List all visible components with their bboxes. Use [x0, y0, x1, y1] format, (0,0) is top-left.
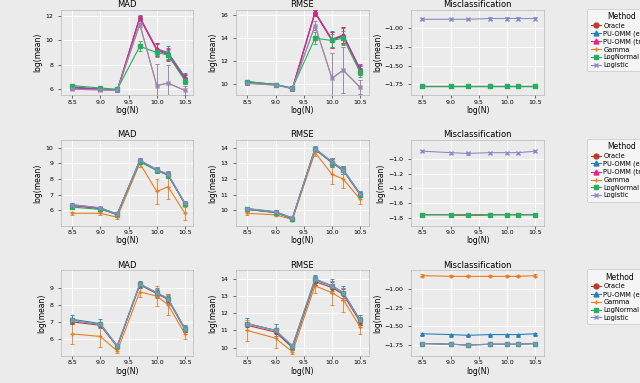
X-axis label: log(N): log(N)	[291, 367, 314, 376]
Y-axis label: log(mean): log(mean)	[209, 33, 218, 72]
Title: MAD: MAD	[117, 130, 137, 139]
Title: Misclassification: Misclassification	[444, 130, 512, 139]
Title: Misclassification: Misclassification	[444, 260, 512, 270]
X-axis label: log(N): log(N)	[466, 106, 489, 115]
X-axis label: log(N): log(N)	[115, 236, 139, 246]
X-axis label: log(N): log(N)	[115, 367, 139, 376]
Legend: Oracle, PU-OMM (est), Gamma, LogNormal, Logistic: Oracle, PU-OMM (est), Gamma, LogNormal, …	[588, 269, 640, 324]
Y-axis label: log(mean): log(mean)	[33, 33, 42, 72]
Title: RMSE: RMSE	[291, 130, 314, 139]
Y-axis label: log(mean): log(mean)	[34, 163, 43, 203]
Title: RMSE: RMSE	[291, 0, 314, 9]
Title: Misclassification: Misclassification	[444, 0, 512, 9]
X-axis label: log(N): log(N)	[115, 106, 139, 115]
Legend: Oracle, PU-OMM (est), PU-OMM (true), Gamma, LogNormal, Logistic: Oracle, PU-OMM (est), PU-OMM (true), Gam…	[588, 139, 640, 202]
Y-axis label: log(mean): log(mean)	[209, 294, 218, 333]
X-axis label: log(N): log(N)	[291, 106, 314, 115]
Y-axis label: log(mean): log(mean)	[372, 33, 382, 72]
X-axis label: log(N): log(N)	[291, 236, 314, 246]
Y-axis label: log(mean): log(mean)	[209, 163, 218, 203]
Title: RMSE: RMSE	[291, 260, 314, 270]
Y-axis label: log(mean): log(mean)	[377, 163, 386, 203]
X-axis label: log(N): log(N)	[466, 367, 489, 376]
X-axis label: log(N): log(N)	[466, 236, 489, 246]
Y-axis label: log(mean): log(mean)	[37, 294, 46, 333]
Title: MAD: MAD	[117, 0, 137, 9]
Legend: Oracle, PU-OMM (est), PU-OMM (true), Gamma, LogNormal, Logistic: Oracle, PU-OMM (est), PU-OMM (true), Gam…	[588, 9, 640, 71]
Y-axis label: log(mean): log(mean)	[372, 294, 382, 333]
Title: MAD: MAD	[117, 260, 137, 270]
